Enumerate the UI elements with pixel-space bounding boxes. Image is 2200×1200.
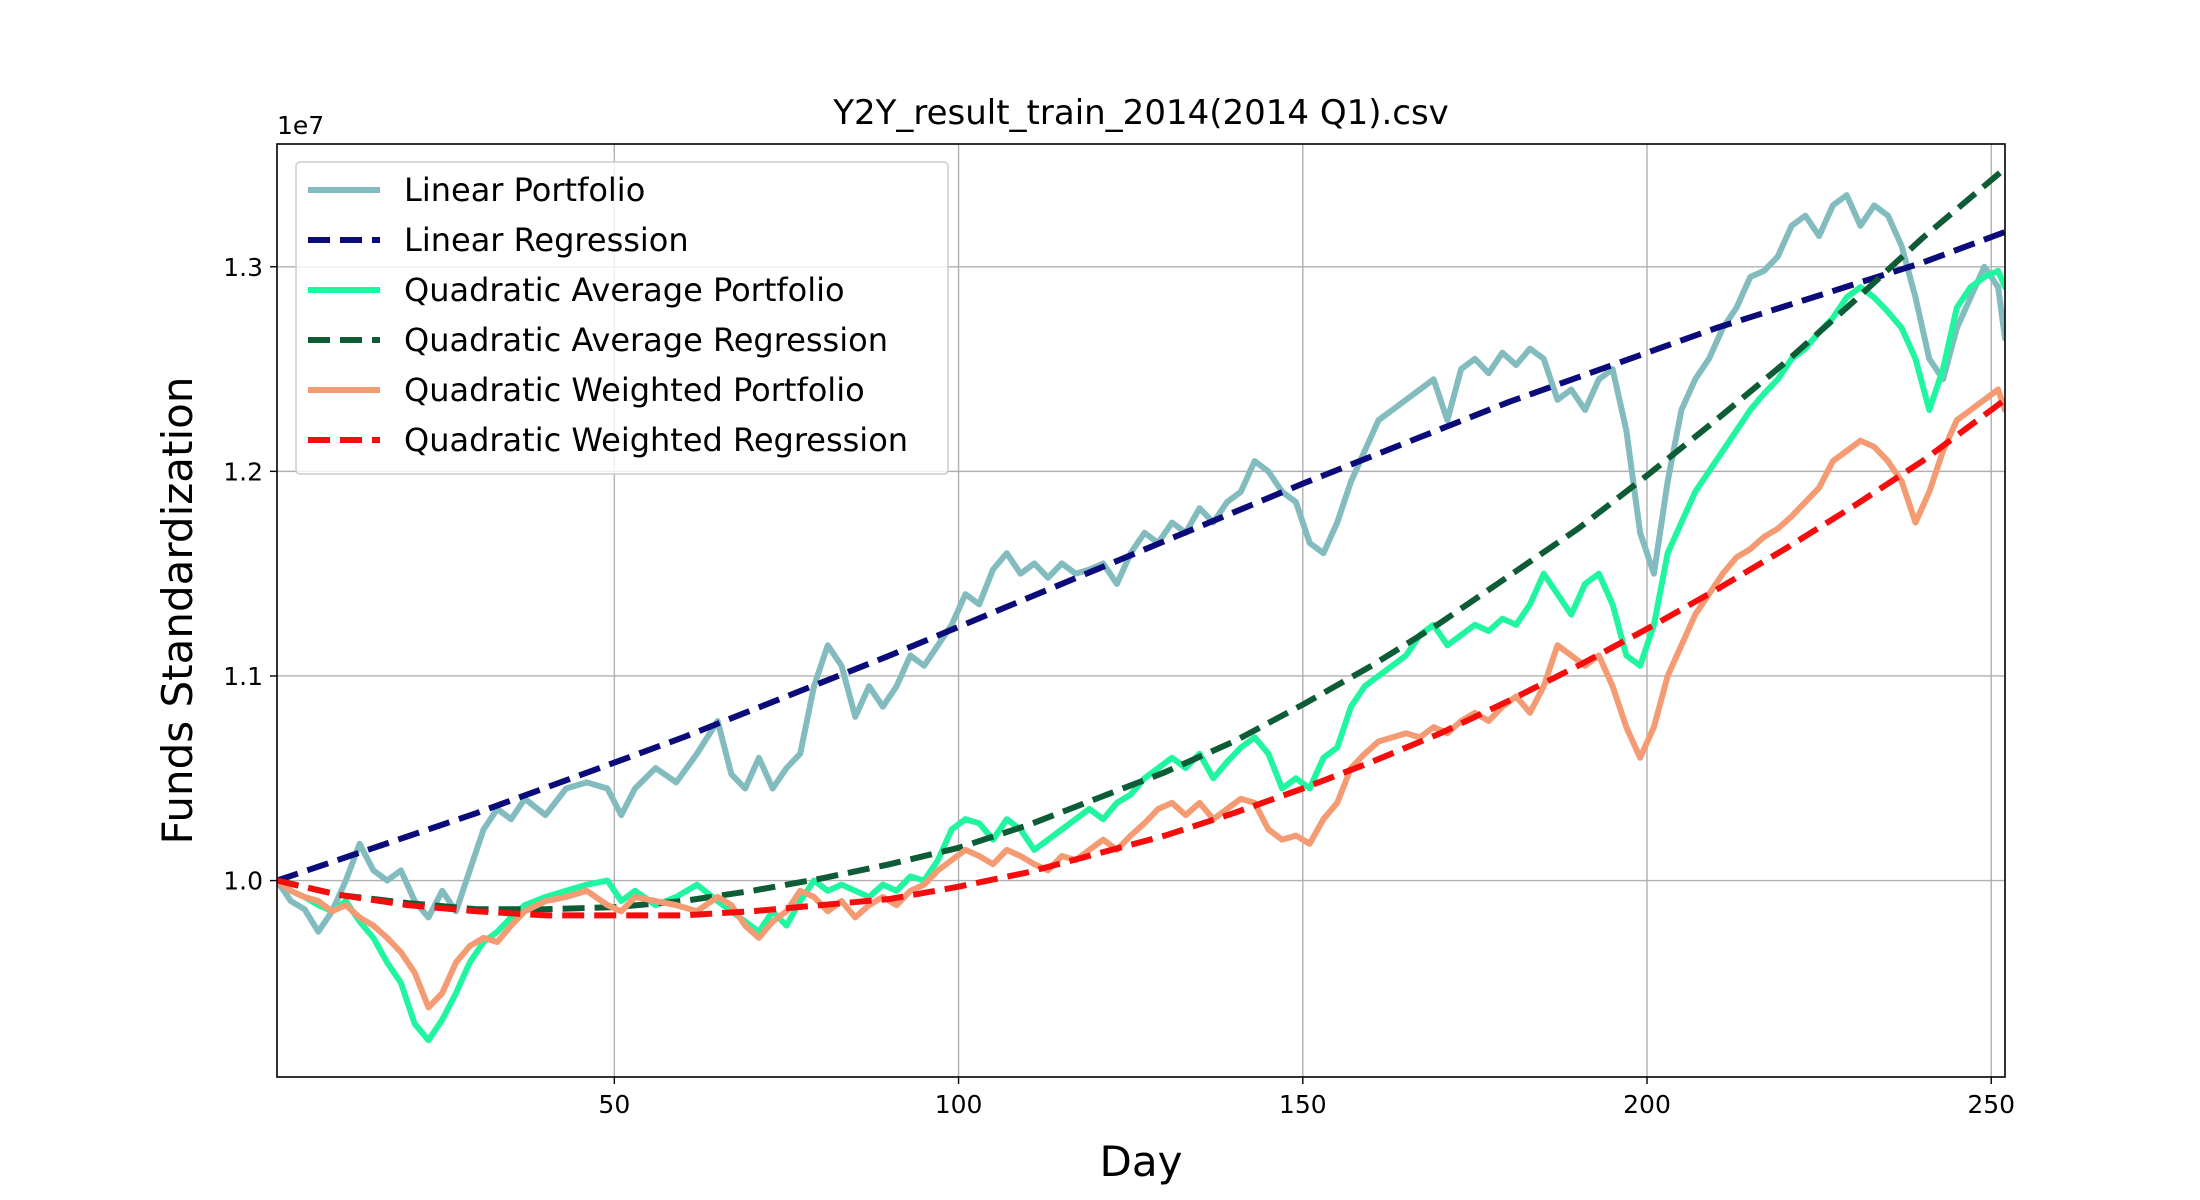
series-line-6 xyxy=(277,397,2005,919)
y-tick-label: 1.0 xyxy=(223,867,263,896)
x-axis-title: Day xyxy=(1100,1137,1183,1186)
axis-ticks: 50 100 150 200 250 1.0 1.1 1.2 1.3 xyxy=(223,253,2015,1119)
legend-label: Quadratic Average Regression xyxy=(404,321,888,359)
y-tick-label: 1.2 xyxy=(223,457,263,486)
legend-label: Quadratic Average Portfolio xyxy=(404,271,845,309)
y-tick-label: 1.1 xyxy=(223,662,263,691)
series-line-2 xyxy=(277,229,2005,884)
legend-box xyxy=(295,161,949,475)
legend-label: Quadratic Weighted Regression xyxy=(404,421,908,459)
legend-label: Quadratic Weighted Portfolio xyxy=(404,371,865,409)
legend-label: Linear Portfolio xyxy=(404,171,645,209)
series-line-1 xyxy=(277,192,2005,935)
y-tick-label: 1.3 xyxy=(223,253,263,282)
series-line-4 xyxy=(277,166,2005,913)
x-tick-label: 100 xyxy=(935,1090,983,1119)
legend-label: Linear Regression xyxy=(404,221,689,259)
y-axis-title: Funds Standardization xyxy=(153,377,202,845)
x-tick-label: 150 xyxy=(1279,1090,1327,1119)
x-tick-label: 50 xyxy=(598,1090,630,1119)
series-line-3 xyxy=(277,267,2005,1044)
x-tick-label: 200 xyxy=(1623,1090,1671,1119)
y-axis-offset-label: 1e7 xyxy=(277,111,324,140)
series-lines xyxy=(277,166,2005,1044)
plot-frame xyxy=(276,143,2006,1078)
chart-title: Y2Y_result_train_2014(2014 Q1).csv xyxy=(832,93,1449,133)
series-line-5 xyxy=(277,386,2005,1011)
x-tick-label: 250 xyxy=(1967,1090,2015,1119)
legend: Linear Portfolio Linear Regression Quadrat… xyxy=(295,161,949,475)
